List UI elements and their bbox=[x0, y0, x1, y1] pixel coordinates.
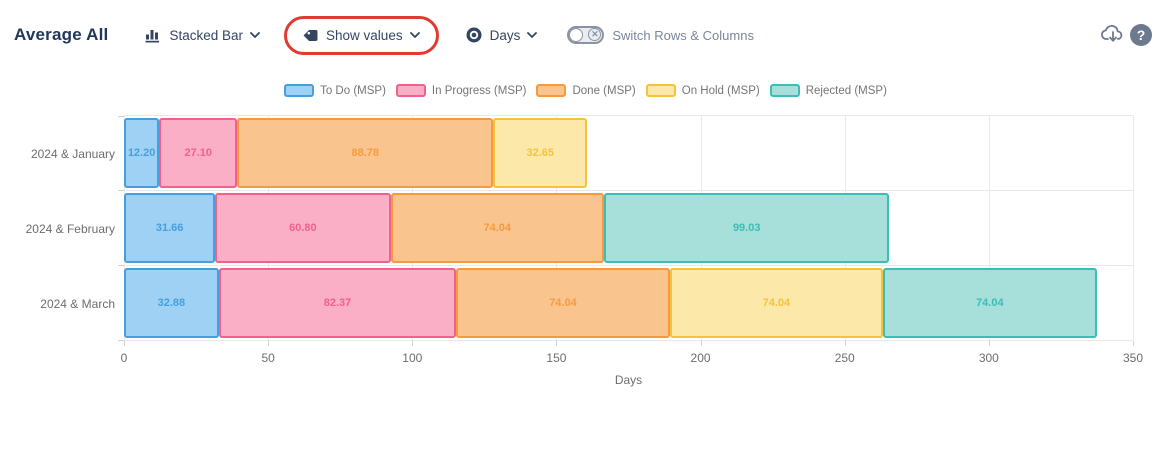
show-values-label: Show values bbox=[326, 27, 403, 43]
legend-label: Done (MSP) bbox=[572, 84, 636, 97]
x-axis-tick bbox=[844, 341, 846, 346]
bar-segment[interactable]: 82.37 bbox=[218, 268, 457, 338]
y-axis-tick bbox=[118, 116, 124, 117]
toggle-knob bbox=[569, 28, 584, 42]
bar-segment[interactable]: 12.20 bbox=[124, 118, 160, 188]
legend-label: Rejected (MSP) bbox=[805, 84, 887, 97]
bar-row: 32.88 82.37 74.04 74.04 74.04 bbox=[124, 266, 1133, 341]
chevron-down-icon bbox=[409, 31, 420, 39]
gridline bbox=[988, 116, 990, 340]
bar-segment[interactable]: 31.66 bbox=[124, 193, 216, 263]
segment-value-label: 27.10 bbox=[184, 147, 212, 159]
bar-segment[interactable]: 99.03 bbox=[603, 193, 890, 263]
y-axis-tick bbox=[118, 265, 124, 266]
x-tick-label: 350 bbox=[1122, 351, 1144, 365]
tag-icon bbox=[302, 27, 319, 44]
annotation-ring: Show values bbox=[284, 15, 439, 55]
x-axis-tick bbox=[268, 341, 270, 346]
chart-type-label: Stacked Bar bbox=[169, 27, 244, 43]
x-axis-tick bbox=[988, 341, 990, 346]
bar-row: 31.66 60.80 74.04 99.03 bbox=[124, 191, 1133, 266]
segment-value-label: 32.88 bbox=[157, 297, 186, 309]
bar-segment[interactable]: 32.65 bbox=[493, 118, 588, 188]
x-tick-label: 100 bbox=[402, 351, 423, 365]
legend-label: To Do (MSP) bbox=[320, 84, 386, 97]
plot-area: 12.20 27.10 88.78 32.65 2024 & January 31.66 6… bbox=[26, 115, 1143, 365]
gridline bbox=[1133, 116, 1134, 340]
segment-value-label: 74.04 bbox=[762, 297, 791, 309]
legend-item[interactable]: To Do (MSP) bbox=[284, 84, 386, 97]
category-label: 2024 & January bbox=[30, 146, 115, 161]
segment-value-label: 74.04 bbox=[549, 297, 577, 309]
cloud-download-icon bbox=[1100, 22, 1126, 49]
y-axis-tick bbox=[118, 340, 124, 341]
x-tick-label: 250 bbox=[834, 351, 855, 365]
category-label: 2024 & February bbox=[25, 221, 115, 236]
x-tick-label: 0 bbox=[120, 351, 128, 365]
legend-swatch bbox=[395, 84, 426, 97]
segment-value-label: 32.65 bbox=[526, 147, 555, 159]
x-axis-tick bbox=[700, 341, 702, 346]
show-values-dropdown[interactable]: Show values bbox=[302, 27, 420, 44]
help-icon: ? bbox=[1130, 24, 1152, 46]
legend-item[interactable]: Done (MSP) bbox=[536, 84, 636, 97]
segment-value-label: 74.04 bbox=[483, 222, 512, 234]
x-tick-label: 50 bbox=[261, 351, 275, 365]
chart-area: To Do (MSP) In Progress (MSP) Done (MSP) On… bbox=[0, 70, 1171, 410]
x-axis-tick bbox=[124, 341, 125, 346]
x-axis-title: Days bbox=[614, 373, 643, 387]
legend-swatch bbox=[769, 84, 800, 97]
export-button[interactable] bbox=[1099, 21, 1127, 49]
legend-item[interactable]: Rejected (MSP) bbox=[769, 84, 887, 97]
x-axis-tick bbox=[412, 341, 414, 346]
x-axis-tick bbox=[1133, 341, 1134, 346]
segment-value-label: 88.78 bbox=[351, 147, 380, 159]
legend-swatch bbox=[536, 84, 567, 97]
x-tick-label: 200 bbox=[690, 351, 711, 365]
y-axis-tick bbox=[118, 190, 124, 191]
page-title: Average All bbox=[14, 25, 109, 44]
bar-segment[interactable]: 60.80 bbox=[215, 193, 391, 263]
bar-row: 12.20 27.10 88.78 32.65 bbox=[124, 116, 1133, 191]
bar-segment[interactable]: 74.04 bbox=[390, 193, 604, 263]
switch-rows-columns-toggle[interactable]: ✕ bbox=[567, 26, 605, 44]
bar-chart-icon bbox=[144, 26, 162, 44]
unit-dropdown[interactable]: Days bbox=[465, 26, 538, 44]
switch-rows-columns-label: Switch Rows & Columns bbox=[612, 27, 754, 43]
legend-item[interactable]: On Hold (MSP) bbox=[645, 84, 760, 97]
segment-value-label: 74.04 bbox=[976, 297, 1004, 309]
bar-segment[interactable]: 27.10 bbox=[159, 118, 238, 188]
segment-value-label: 99.03 bbox=[732, 222, 761, 234]
target-icon bbox=[465, 26, 483, 44]
bar-segment[interactable]: 32.88 bbox=[124, 268, 219, 338]
legend-item[interactable]: In Progress (MSP) bbox=[395, 84, 527, 97]
chart-legend: To Do (MSP) In Progress (MSP) Done (MSP) On… bbox=[0, 84, 1171, 97]
toggle-x-icon: ✕ bbox=[588, 28, 602, 41]
chevron-down-icon bbox=[250, 31, 260, 39]
bar-segment[interactable]: 88.78 bbox=[237, 118, 494, 188]
legend-label: On Hold (MSP) bbox=[681, 84, 760, 97]
chevron-down-icon bbox=[527, 31, 538, 39]
segment-value-label: 82.37 bbox=[323, 297, 352, 309]
legend-swatch bbox=[284, 84, 315, 97]
x-axis-tick bbox=[556, 341, 558, 346]
bar-segment[interactable]: 74.04 bbox=[883, 268, 1097, 338]
category-label: 2024 & March bbox=[40, 296, 115, 311]
toolbar: Average All Stacked Bar Show values bbox=[0, 0, 1171, 70]
help-button[interactable]: ? bbox=[1127, 21, 1155, 49]
segment-value-label: 31.66 bbox=[155, 222, 184, 234]
switch-rows-columns-group: ✕ Switch Rows & Columns bbox=[567, 26, 754, 44]
legend-label: In Progress (MSP) bbox=[431, 84, 527, 97]
x-tick-label: 300 bbox=[978, 351, 999, 365]
chart-type-dropdown[interactable]: Stacked Bar bbox=[144, 26, 260, 44]
bar-segment[interactable]: 74.04 bbox=[669, 268, 884, 338]
bar-segment[interactable]: 74.04 bbox=[456, 268, 670, 338]
segment-value-label: 12.20 bbox=[127, 147, 156, 159]
x-tick-label: 150 bbox=[546, 351, 567, 365]
unit-label: Days bbox=[489, 27, 521, 43]
segment-value-label: 60.80 bbox=[289, 222, 317, 234]
legend-swatch bbox=[645, 84, 676, 97]
